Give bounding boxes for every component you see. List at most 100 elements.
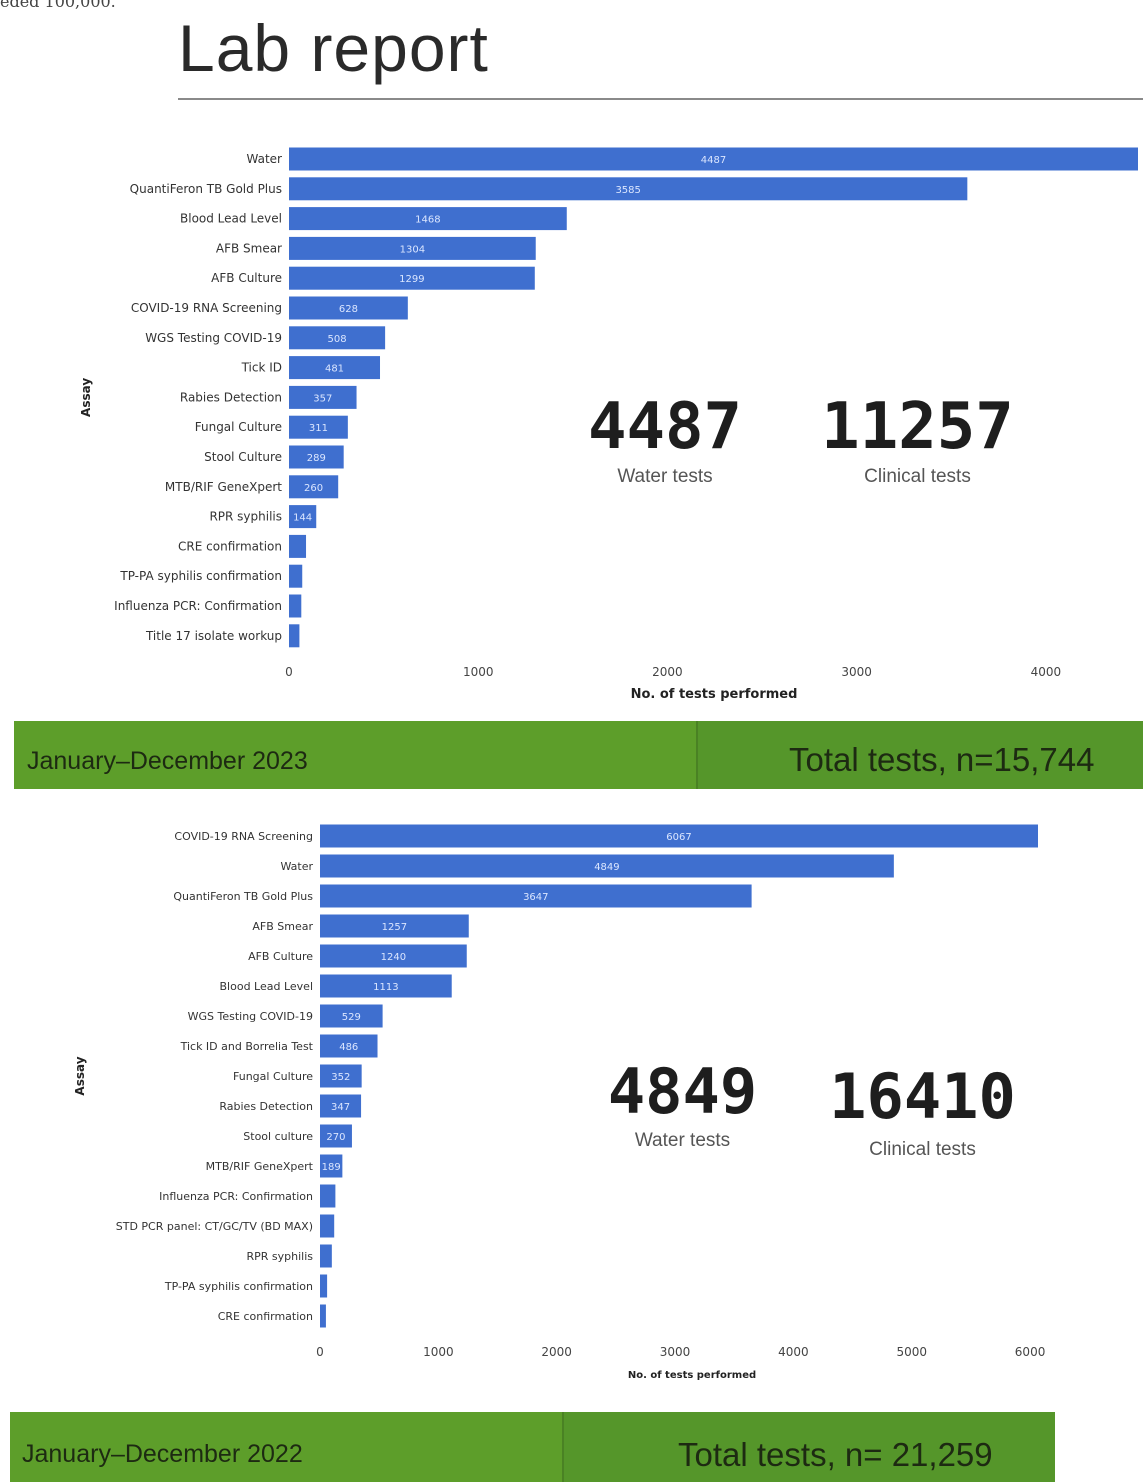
category-label: COVID-19 RNA Screening (131, 301, 282, 315)
category-label: MTB/RIF GeneXpert (165, 480, 282, 494)
x-tick-label: 3000 (841, 665, 872, 679)
category-label: Tick ID and Borrelia Test (180, 1040, 314, 1053)
bar (320, 854, 894, 878)
bar-data-label: 270 (326, 1132, 345, 1143)
bar-chart-2022: COVID-19 RNA Screening 6067 Water 4849 Quant… (73, 824, 1046, 1381)
category-label: CRE confirmation (178, 539, 282, 553)
category-label: Influenza PCR: Confirmation (114, 599, 282, 613)
y-axis-title: Assay (73, 1056, 87, 1095)
category-label: Stool culture (243, 1130, 313, 1143)
bar (320, 1154, 343, 1178)
bar (289, 445, 344, 469)
bar-data-label: 1257 (382, 922, 407, 933)
bar-data-label: 1304 (400, 244, 425, 255)
bar-data-label: 1113 (373, 982, 398, 993)
bar (289, 266, 535, 290)
category-label: WGS Testing COVID-19 (145, 331, 282, 345)
bar (289, 385, 357, 409)
bar-data-label: 481 (325, 364, 344, 375)
bar (320, 1214, 335, 1238)
bar (289, 147, 1138, 171)
bar (320, 1124, 352, 1148)
x-tick-label: 6000 (1015, 1345, 1046, 1359)
water-tests-value: 4487 (587, 390, 743, 464)
clinical-tests-stat-2023: 11257 Clinical tests (805, 390, 1030, 488)
bar (289, 296, 408, 320)
category-label: Water (280, 860, 313, 873)
bar (289, 236, 536, 260)
bar (289, 207, 567, 231)
category-label: AFB Culture (248, 950, 313, 963)
period-label-2022: January–December 2022 (22, 1440, 303, 1468)
category-label: AFB Smear (252, 920, 313, 933)
bar (289, 594, 302, 618)
category-label: CRE confirmation (218, 1310, 313, 1323)
bar (320, 1184, 336, 1208)
bar (289, 356, 381, 380)
category-label: WGS Testing COVID-19 (188, 1010, 313, 1023)
bar-data-label: 260 (304, 483, 323, 494)
x-tick-label: 4000 (778, 1345, 809, 1359)
period-band-2022: January–December 2022 Total tests, n= 21… (10, 1412, 1055, 1482)
y-axis-title: Assay (79, 378, 93, 417)
category-label: AFB Culture (211, 271, 282, 285)
x-tick-label: 2000 (652, 665, 683, 679)
category-label: Water (247, 152, 283, 166)
bar (289, 564, 303, 588)
category-label: Rabies Detection (180, 390, 282, 404)
total-tests-2023: Total tests, n=15,744 (789, 741, 1095, 778)
bar-data-label: 6067 (666, 832, 691, 843)
clipped-caption-text: eded 100,000. (0, 0, 116, 11)
bar (320, 884, 752, 908)
clinical-tests-value: 16410 (829, 1060, 1016, 1133)
title-divider (178, 98, 1143, 100)
bar (320, 1064, 362, 1088)
bar-data-label: 508 (328, 334, 347, 345)
bar (289, 326, 386, 350)
x-tick-label: 2000 (541, 1345, 572, 1359)
category-label: COVID-19 RNA Screening (174, 830, 313, 843)
x-tick-label: 0 (285, 665, 293, 679)
water-tests-stat-2022: 4849 Water tests (595, 1055, 770, 1152)
bar (289, 534, 307, 558)
total-tests-2022: Total tests, n= 21,259 (678, 1436, 993, 1473)
bar (320, 1034, 378, 1058)
bar (289, 177, 968, 201)
category-label: Influenza PCR: Confirmation (159, 1190, 313, 1203)
bar-data-label: 3585 (615, 185, 640, 196)
bar (320, 914, 469, 938)
bar (320, 824, 1038, 848)
clinical-tests-value: 11257 (821, 390, 1014, 464)
category-label: Fungal Culture (195, 420, 282, 434)
category-label: Rabies Detection (219, 1100, 313, 1113)
bar (320, 1094, 362, 1118)
category-label: RPR syphilis (209, 510, 282, 524)
category-label: QuantiFeron TB Gold Plus (130, 182, 282, 196)
category-label: Tick ID (241, 361, 282, 375)
bar-data-label: 4849 (594, 862, 619, 873)
period-label-2023: January–December 2023 (27, 747, 308, 775)
category-label: AFB Smear (216, 241, 282, 255)
x-tick-label: 1000 (423, 1345, 454, 1359)
bar (320, 1274, 328, 1298)
clinical-tests-label: Clinical tests (864, 466, 971, 487)
bar-data-label: 289 (307, 453, 326, 464)
x-axis-title: No. of tests performed (631, 687, 798, 702)
bar-data-label: 1468 (415, 215, 440, 226)
category-label: RPR syphilis (246, 1250, 313, 1263)
x-tick-label: 0 (316, 1345, 324, 1359)
bar (320, 1244, 332, 1268)
bar-chart-2023: Water 4487 QuantiFeron TB Gold Plus 3585 Blo… (79, 147, 1138, 702)
water-tests-label: Water tests (617, 466, 713, 487)
bar (289, 475, 339, 499)
bar-data-label: 4487 (701, 155, 726, 166)
clinical-tests-stat-2022: 16410 Clinical tests (815, 1060, 1030, 1161)
x-tick-label: 1000 (463, 665, 494, 679)
bar (320, 974, 452, 998)
category-label: Fungal Culture (233, 1070, 313, 1083)
category-label: TP-PA syphilis confirmation (119, 569, 282, 583)
x-tick-label: 4000 (1031, 665, 1062, 679)
category-label: TP-PA syphilis confirmation (164, 1280, 313, 1293)
bar-data-label: 486 (339, 1042, 358, 1053)
x-tick-label: 5000 (896, 1345, 927, 1359)
